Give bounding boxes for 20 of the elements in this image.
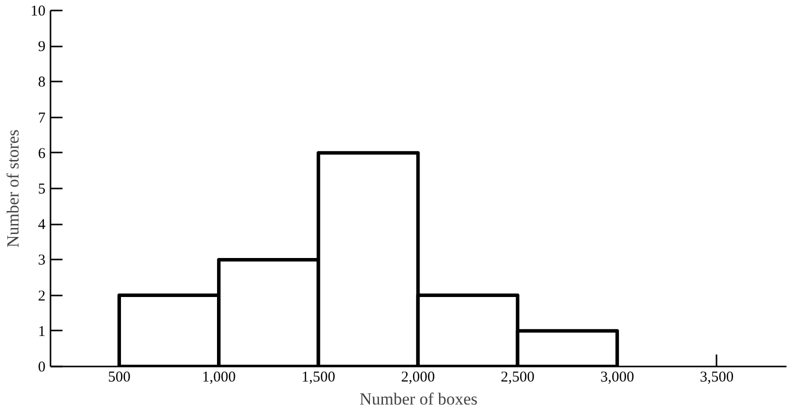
y-tick-label: 6 (38, 146, 46, 162)
x-tick-label: 3,500 (700, 370, 734, 386)
y-tick-label: 1 (38, 324, 46, 340)
y-tick-label: 2 (38, 288, 46, 304)
x-axis-title: Number of boxes (359, 390, 478, 408)
x-tick-label: 1,500 (302, 370, 336, 386)
x-tick-label: 2,500 (500, 370, 534, 386)
y-tick-label: 7 (38, 110, 46, 126)
y-tick-label: 10 (30, 4, 46, 20)
x-tick-label: 3,000 (600, 370, 634, 386)
y-tick-label: 3 (38, 252, 46, 269)
x-tick-label: 500 (108, 370, 130, 386)
y-tick-label: 4 (38, 217, 46, 234)
y-tick-label: 0 (38, 360, 46, 376)
x-tick-label: 1,000 (202, 370, 236, 386)
y-tick-label: 8 (38, 74, 46, 91)
x-tick-label: 2,000 (401, 370, 435, 386)
y-tick-label: 5 (38, 182, 46, 198)
y-axis-title: Number of stores (4, 129, 22, 248)
y-tick-label: 9 (38, 39, 46, 56)
